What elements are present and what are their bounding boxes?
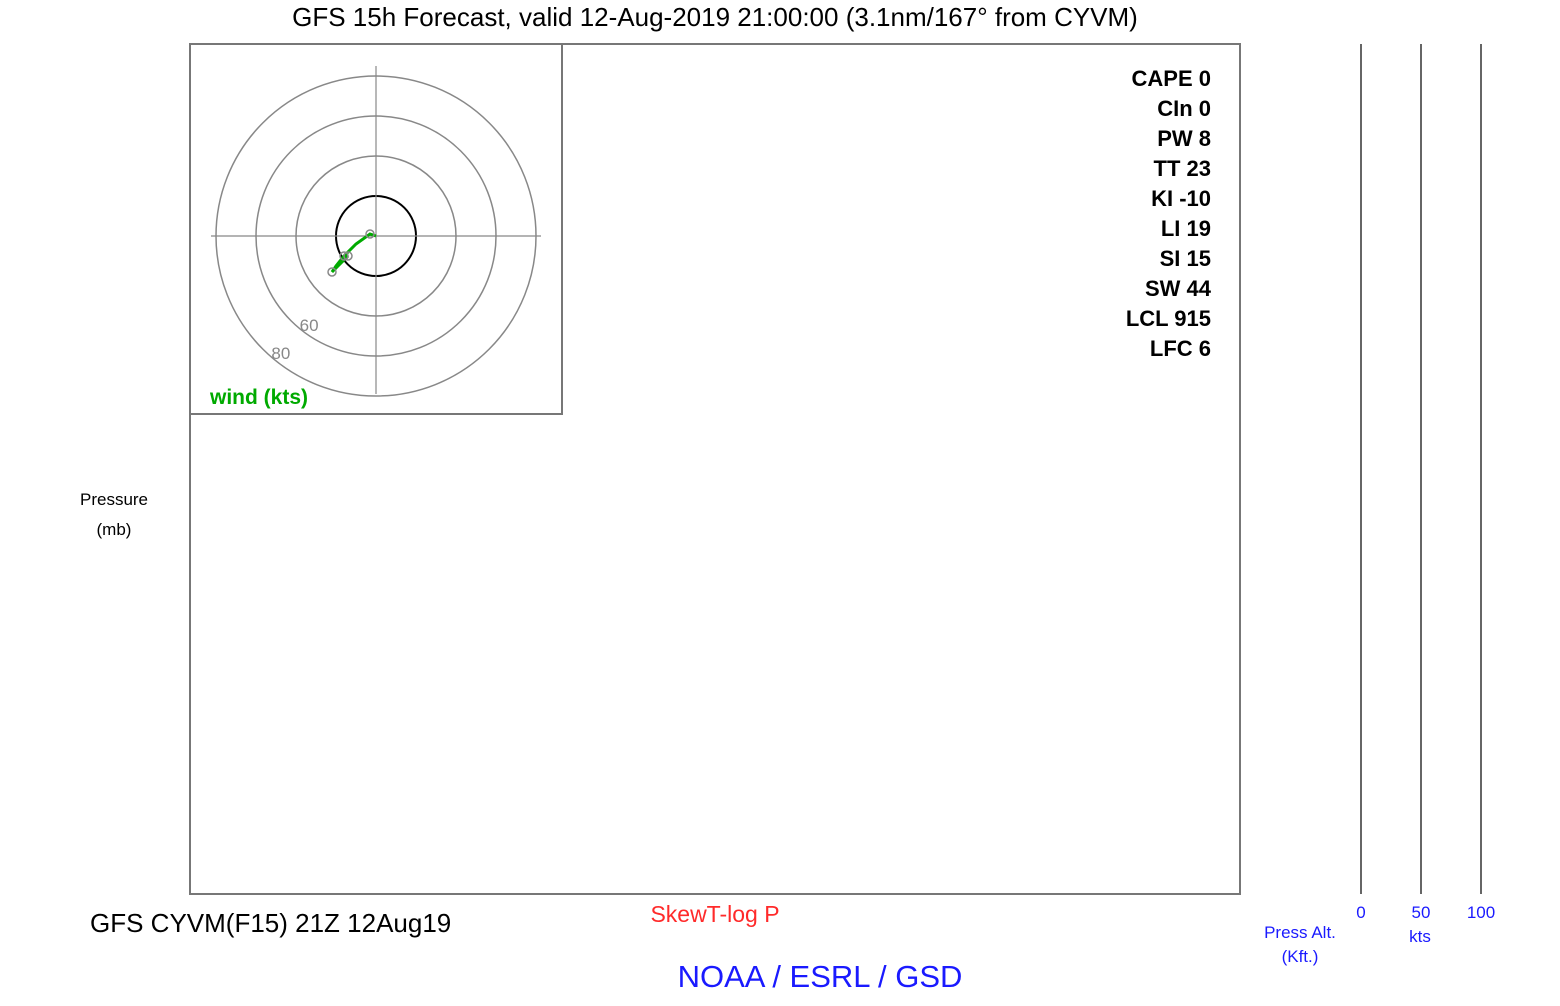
- index-sw: SW 44: [1145, 276, 1212, 301]
- wind-speed-tick: 0: [1356, 903, 1365, 922]
- chart-name: SkewT-log P: [650, 901, 779, 927]
- index-ki: KI -10: [1151, 186, 1211, 211]
- index-li: LI 19: [1161, 216, 1211, 241]
- wind-speed-unit: kts: [1409, 927, 1431, 946]
- hodograph-ring-label: 60: [300, 316, 319, 335]
- stability-indices: CAPE 0 CIn 0 PW 8 TT 23 KI -10 LI 19 SI 15 SW 4…: [1126, 66, 1212, 361]
- wind-speed-tick: 50: [1412, 903, 1431, 922]
- index-lfc: LFC 6: [1150, 336, 1211, 361]
- press-alt-label: Press Alt.: [1264, 923, 1336, 942]
- credit-text: NOAA / ESRL / GSD: [678, 959, 963, 994]
- hodograph-point: [365, 229, 375, 239]
- index-tt: TT 23: [1154, 156, 1211, 181]
- wind-profile-panel: 0 50 100: [1356, 44, 1495, 922]
- model-label: GFS CYVM(F15) 21Z 12Aug19: [90, 908, 451, 938]
- index-cape: CAPE 0: [1132, 66, 1211, 91]
- chart-title: GFS 15h Forecast, valid 12-Aug-2019 21:0…: [292, 2, 1138, 32]
- hodograph-trace: [330, 232, 377, 274]
- hodograph-title: wind (kts): [209, 386, 308, 409]
- wind-speed-tick: 100: [1467, 903, 1495, 922]
- hodograph-inset: wind (kts) 60 80: [189, 43, 563, 415]
- index-pw: PW 8: [1157, 126, 1211, 151]
- press-alt-unit: (Kft.): [1282, 947, 1319, 966]
- index-si: SI 15: [1160, 246, 1211, 271]
- pressure-axis-unit: (mb): [97, 520, 132, 539]
- hodograph-point: [339, 251, 349, 261]
- index-cin: CIn 0: [1157, 96, 1211, 121]
- pressure-axis-label: Pressure: [80, 490, 148, 509]
- hodograph-point: [343, 251, 353, 261]
- hodograph-ring-label: 80: [271, 344, 290, 363]
- hodograph-point: [327, 267, 337, 277]
- plot-frame: [189, 43, 1241, 895]
- index-lcl: LCL 915: [1126, 306, 1211, 331]
